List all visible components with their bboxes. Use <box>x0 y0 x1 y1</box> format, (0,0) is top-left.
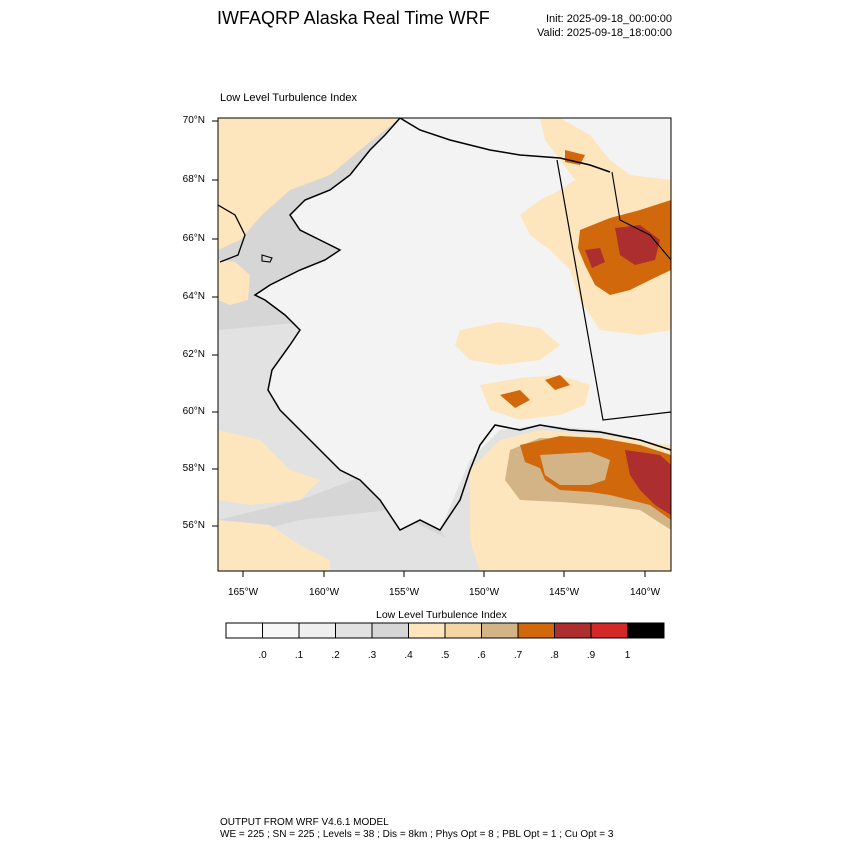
colorbar-box-6 <box>444 622 482 639</box>
colorbar-box-4 <box>371 622 409 639</box>
lat-label-64: 64°N <box>182 291 205 302</box>
colorbar-tick-4: .4 <box>404 650 413 661</box>
lon-label-160: 160°W <box>308 587 340 598</box>
init-time: Init: 2025-09-18_00:00:00 <box>546 13 672 25</box>
lat-label-70: 70°N <box>182 115 205 126</box>
colorbar-tick-5: .5 <box>440 650 450 661</box>
lat-label-56: 56°N <box>182 520 205 531</box>
turb-mid-inner <box>540 452 610 485</box>
lon-label-165: 165°W <box>227 587 259 598</box>
colorbar-tick-8: .8 <box>550 650 559 661</box>
turb-low-interior <box>455 322 560 365</box>
lat-label-58: 58°N <box>182 463 205 474</box>
colorbar-tick-10: 1 <box>624 650 631 661</box>
coast-russia <box>218 204 246 263</box>
colorbar-box-1 <box>262 622 300 639</box>
colorbar-box-7 <box>481 622 519 639</box>
turb-low-chukchi <box>218 118 400 250</box>
turb-low-south-2 <box>218 520 330 571</box>
turb-max-yukon <box>615 225 660 265</box>
colorbar-box-0 <box>225 622 263 639</box>
colorbar <box>225 622 665 639</box>
turb-high-interior-3 <box>565 150 585 165</box>
border-alaska-canada <box>556 159 671 421</box>
lon-label-140: 140°W <box>629 587 661 598</box>
colorbar-box-5 <box>408 622 446 639</box>
lon-ticks <box>242 571 646 577</box>
colorbar-title: Low Level Turbulence Index <box>376 609 507 621</box>
map-title: Low Level Turbulence Index <box>220 92 357 104</box>
footer-model: OUTPUT FROM WRF V4.6.1 MODEL <box>220 817 389 828</box>
turb-high-interior <box>500 390 530 408</box>
lon-label-145: 145°W <box>548 587 580 598</box>
lat-ticks <box>212 120 218 527</box>
colorbar-tick-6: .6 <box>477 650 486 661</box>
colorbar-tick-0: .0 <box>258 650 267 661</box>
map-area <box>218 118 671 571</box>
coastline <box>253 118 671 531</box>
colorbar-tick-7: .7 <box>513 650 523 661</box>
colorbar-tick-9: .9 <box>586 650 596 661</box>
map-frame <box>217 117 672 572</box>
turb-max-gulf <box>625 450 671 515</box>
valid-time: Valid: 2025-09-18_18:00:00 <box>537 27 672 39</box>
lon-label-150: 150°W <box>468 587 500 598</box>
turb-low-bering <box>218 260 250 305</box>
lat-label-68: 68°N <box>182 174 205 185</box>
colorbar-tick-2: .2 <box>331 650 340 661</box>
colorbar-tick-3: .3 <box>367 650 377 661</box>
colorbar-box-11 <box>627 622 665 639</box>
turb-low-south-1 <box>218 430 320 505</box>
colorbar-box-3 <box>335 622 373 639</box>
coast-north <box>399 118 611 173</box>
colorbar-box-9 <box>554 622 592 639</box>
lat-label-62: 62°N <box>182 349 205 360</box>
colorbar-box-2 <box>298 622 336 639</box>
border-yukon-nwt <box>611 171 671 261</box>
colorbar-box-8 <box>517 622 555 639</box>
turb-high-interior-2 <box>545 375 570 390</box>
colorbar-box-10 <box>590 622 628 639</box>
colorbar-tick-1: .1 <box>294 650 304 661</box>
turb-max-yukon-2 <box>585 248 605 268</box>
island-st-lawrence <box>261 254 273 263</box>
lat-label-60: 60°N <box>182 406 205 417</box>
lon-label-155: 155°W <box>388 587 420 598</box>
footer-settings: WE = 225 ; SN = 225 ; Levels = 38 ; Dis … <box>220 829 614 840</box>
lat-label-66: 66°N <box>182 233 205 244</box>
main-title: IWFAQRP Alaska Real Time WRF <box>217 8 490 28</box>
